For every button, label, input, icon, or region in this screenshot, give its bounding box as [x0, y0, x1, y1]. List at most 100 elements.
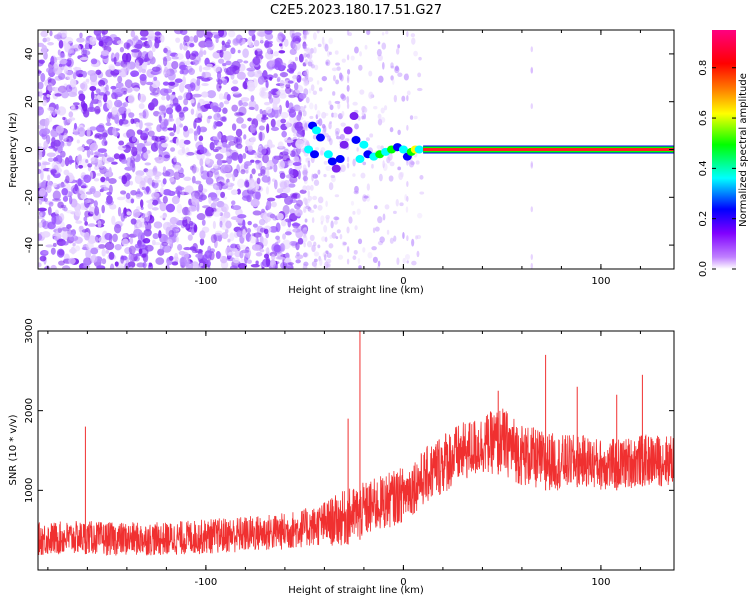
spectrogram-cell [143, 152, 150, 159]
spectrogram-cell [171, 261, 179, 266]
spectrogram-cell [104, 141, 108, 146]
spectrogram-cell [294, 37, 301, 44]
spectrogram-cell [232, 172, 236, 182]
spectrogram-cell [147, 135, 153, 144]
spectrogram-cell [229, 232, 235, 242]
spectrogram-cell [205, 157, 211, 164]
spectrogram-cell [265, 33, 274, 41]
spectrogram-cell [325, 250, 329, 254]
spectrogram-cell [116, 40, 124, 45]
spectrogram-cell [209, 141, 215, 151]
spectrogram-cell [138, 65, 143, 73]
spectrogram-cell [371, 246, 377, 251]
colorbar-ticks: 0.0 0.2 0.4 0.6 0.8 [698, 60, 736, 277]
spectrogram-blob [323, 150, 333, 159]
spectrogram-cell [81, 49, 91, 56]
spectrogram-cell [38, 168, 42, 175]
spectrogram-cell [242, 48, 249, 59]
spectrogram-cell [183, 125, 189, 132]
spectrogram-cell [189, 53, 197, 60]
spectrogram-cell [149, 92, 159, 96]
spectrogram-cell [266, 123, 270, 134]
spectrogram-cell [294, 121, 304, 132]
spectrogram-cell [50, 247, 56, 255]
spectrogram-cell [368, 91, 374, 100]
spectrogram-cell [265, 256, 271, 267]
spectrogram-cell [321, 76, 328, 82]
spectrogram-cell [281, 130, 287, 138]
spectrogram-cell [416, 234, 422, 240]
spectrogram-cell [386, 229, 390, 235]
spectrogram-cell [297, 237, 304, 245]
spectrogram-cell [56, 32, 63, 42]
spectrogram-cell [54, 225, 63, 230]
spectrogram-cell [53, 236, 60, 240]
spectrogram-cell [284, 86, 292, 95]
spectrogram-cell [161, 241, 169, 247]
spectrogram-cell [158, 105, 166, 112]
spectrogram-cell [287, 262, 294, 266]
spectrogram-cell [47, 106, 55, 112]
spectrogram-cell [240, 97, 250, 102]
spectrogram-cell [102, 132, 108, 138]
spectrogram-cell [295, 139, 304, 149]
spectrogram-cell [303, 167, 308, 173]
spectrogram-cell [279, 79, 285, 89]
spectrogram-cell [113, 99, 123, 108]
spectrogram-cell [177, 243, 183, 251]
spectrogram-cell [289, 30, 295, 39]
spectrogram-cell [265, 106, 273, 114]
spectrogram-cell [246, 227, 252, 234]
spectrogram-cell [335, 79, 340, 85]
spectrogram-cell [130, 70, 140, 77]
spectrogram-cell [328, 100, 332, 106]
spectrogram-cell [135, 121, 140, 128]
spectrogram-cell [198, 65, 203, 73]
spectrogram-cell [145, 169, 156, 177]
spectrogram-cell [106, 191, 113, 196]
spectrogram-cell [68, 257, 76, 265]
spectrogram-cell [215, 250, 221, 260]
spectrogram-cell [335, 62, 340, 66]
spectrogram-cell [108, 251, 115, 260]
spectrogram-cell [223, 164, 232, 173]
spectrogram-x-axis-title: Height of straight line (km) [288, 285, 424, 296]
spectrogram-cell [200, 165, 204, 175]
spectrogram-cell [362, 161, 367, 166]
spectrogram-cell [230, 189, 238, 196]
spectrogram-cell [266, 161, 271, 171]
spectrogram-blob [310, 150, 320, 159]
spectrogram-cell [134, 43, 143, 49]
spectrogram-cell [95, 124, 105, 133]
spectrogram-cell [359, 51, 362, 57]
spectrogram-cell [352, 173, 356, 177]
spectrogram-cell [305, 69, 309, 77]
x-tick-label: -100 [195, 577, 218, 588]
spectrogram-cell [321, 36, 325, 45]
spectrogram-cell [368, 70, 373, 77]
spectrogram-cell [272, 263, 278, 269]
colorbar-tick-label: 0.6 [698, 110, 709, 126]
spectrogram-cell [230, 247, 238, 253]
spectrogram-cell [308, 88, 312, 94]
spectrogram-cell [264, 30, 273, 35]
spectrogram-cell [185, 60, 191, 66]
spectrogram-cell [196, 78, 201, 86]
spectrogram-cell [38, 221, 43, 229]
spectrogram-cell [49, 30, 53, 37]
spectrogram-cell [303, 206, 307, 213]
spectrogram-cell [132, 87, 140, 92]
spectrogram-cell [319, 150, 324, 156]
spectrogram-cell [48, 201, 54, 207]
spectrogram-cell [97, 148, 107, 154]
spectrogram-cell [346, 30, 350, 36]
spectrogram-cell [242, 228, 246, 239]
spectrogram-cell [74, 183, 79, 192]
spectrogram-cell [378, 75, 384, 83]
spectrogram-cell [397, 72, 403, 77]
spectrogram-cell [52, 182, 58, 188]
colorbar-tick-label: 0.4 [698, 160, 709, 176]
spectrogram-cell [293, 156, 300, 163]
spectrogram-cell [146, 262, 150, 266]
spectrogram-cell [306, 47, 311, 54]
